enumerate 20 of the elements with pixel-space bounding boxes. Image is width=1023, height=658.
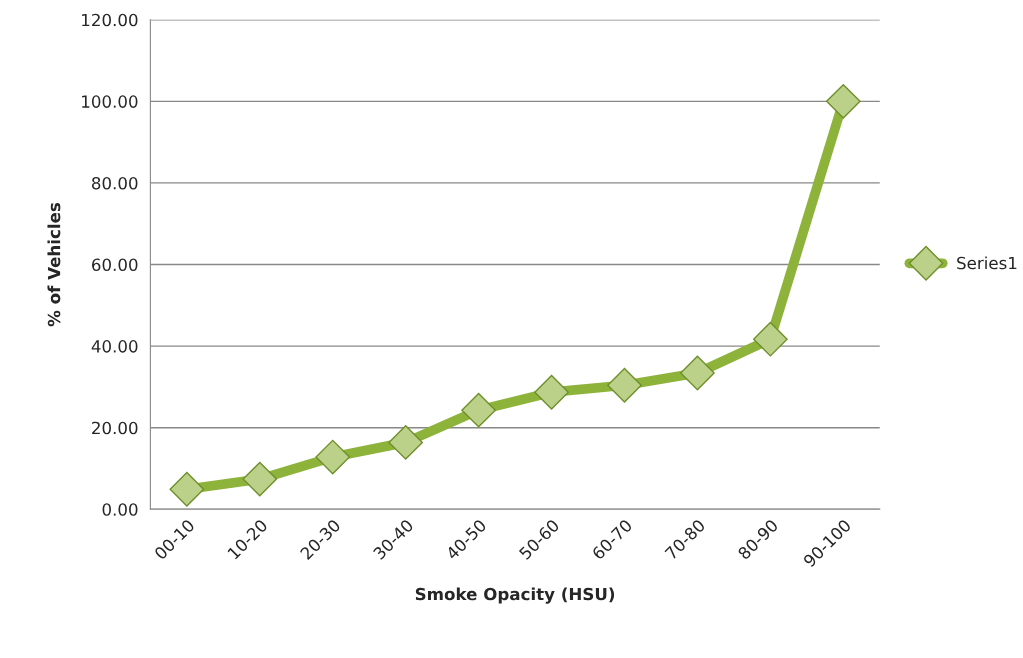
y-tick-label: 120.00 bbox=[82, 13, 138, 27]
point bbox=[169, 471, 205, 507]
y-axis-title: % of Vehicles bbox=[47, 202, 61, 327]
y-tick-label: 0.00 bbox=[102, 503, 138, 516]
y-tick-label: 20.00 bbox=[92, 421, 138, 435]
y-tick-label: 80.00 bbox=[91, 176, 138, 190]
point bbox=[461, 392, 497, 428]
y-tick-label: 60.00 bbox=[92, 258, 138, 272]
y-tick-label: 40.00 bbox=[91, 340, 138, 353]
point bbox=[534, 374, 569, 410]
point bbox=[825, 83, 861, 119]
point bbox=[388, 424, 424, 460]
y-tick-label: 100.00 bbox=[82, 95, 138, 108]
point bbox=[680, 355, 715, 391]
x-axis-title: Smoke Opacity (HSU) bbox=[415, 587, 615, 604]
point bbox=[242, 461, 278, 497]
point bbox=[315, 439, 351, 475]
point bbox=[752, 321, 788, 357]
legend-label: Series1 bbox=[957, 256, 1017, 270]
point bbox=[607, 367, 642, 403]
